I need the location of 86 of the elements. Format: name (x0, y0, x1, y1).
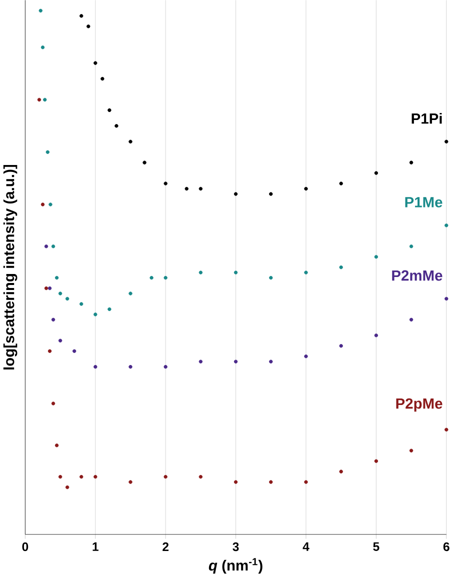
point (374, 254, 378, 259)
point (79, 474, 84, 479)
x-tick-label: 6 (443, 542, 450, 552)
x-tick-label: 5 (373, 542, 380, 551)
point (142, 160, 146, 164)
point (48, 349, 52, 353)
x-tick-label: 1 (92, 542, 98, 551)
point (65, 485, 70, 490)
point (409, 160, 414, 164)
point (44, 286, 48, 290)
point (37, 98, 41, 102)
point (40, 202, 44, 206)
point (86, 24, 90, 28)
point (339, 344, 343, 348)
point (198, 474, 202, 479)
point (184, 186, 188, 191)
point (164, 364, 168, 369)
point (46, 150, 50, 154)
point (268, 480, 273, 484)
point (79, 14, 84, 18)
point (54, 444, 59, 448)
point (374, 334, 378, 338)
point (38, 8, 42, 13)
series-label: P1Pi (412, 112, 442, 124)
point (304, 480, 308, 484)
point (164, 474, 168, 479)
point (198, 270, 202, 274)
point (268, 360, 273, 364)
series-label: P2mMe (392, 270, 442, 281)
point (58, 292, 62, 296)
point (339, 265, 343, 270)
point (128, 140, 132, 144)
point (198, 186, 202, 191)
x-axis-title: q (nm$^{-1}$) (208, 558, 262, 574)
point (114, 124, 118, 128)
point (42, 98, 47, 102)
point (51, 318, 56, 322)
point (48, 202, 52, 206)
point (51, 244, 56, 248)
point (100, 76, 104, 81)
point (234, 192, 238, 196)
series-label: P1Me (405, 197, 442, 208)
point (128, 480, 132, 484)
point (72, 349, 76, 353)
point (234, 480, 238, 484)
point (164, 276, 168, 280)
point (93, 312, 98, 316)
point (339, 470, 343, 474)
point (128, 364, 132, 369)
point (339, 182, 343, 186)
point (40, 46, 44, 50)
point (93, 61, 98, 65)
point (93, 364, 98, 369)
point (409, 318, 414, 322)
point (374, 459, 378, 463)
point (304, 186, 308, 191)
point (304, 354, 308, 358)
point (234, 360, 238, 364)
point (58, 338, 62, 342)
point (150, 276, 154, 280)
point (268, 192, 273, 196)
x-tick-label: 3 (232, 542, 239, 552)
point (58, 474, 62, 479)
point (374, 171, 378, 175)
point (48, 286, 52, 290)
x-tick-label: 4 (302, 542, 310, 551)
y-axis-title: log[scattering intensity (a.u.)] (3, 164, 18, 370)
point (65, 296, 70, 301)
point (93, 474, 98, 479)
point (108, 108, 112, 112)
point (409, 244, 414, 248)
point (164, 182, 168, 186)
point (304, 270, 308, 274)
point (409, 448, 414, 452)
x-tick-label: 2 (162, 542, 168, 551)
point (128, 292, 132, 296)
point (54, 276, 59, 280)
point (51, 402, 56, 406)
point (44, 244, 48, 248)
point (79, 302, 84, 306)
point (198, 360, 202, 364)
point (268, 276, 273, 280)
x-tick-label: 0 (22, 542, 28, 552)
series-label: P2pMe (396, 398, 442, 412)
point (108, 307, 112, 312)
point (234, 270, 238, 274)
